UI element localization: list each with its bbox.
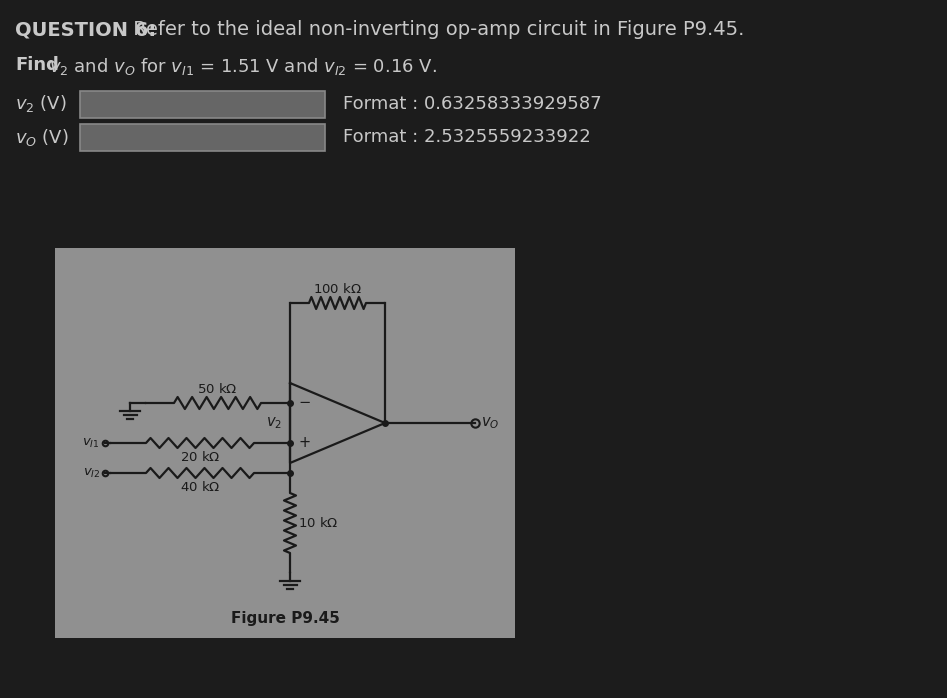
- Text: 10 k$\Omega$: 10 k$\Omega$: [298, 516, 338, 530]
- Text: Refer to the ideal non-inverting op-amp circuit in Figure P9.45.: Refer to the ideal non-inverting op-amp …: [127, 20, 744, 39]
- Text: 50 k$\Omega$: 50 k$\Omega$: [197, 382, 238, 396]
- Bar: [80, 91, 325, 117]
- Text: $v_O$ (V): $v_O$ (V): [15, 126, 68, 147]
- Text: $v_O$: $v_O$: [481, 415, 499, 431]
- Text: $v_2$ (V): $v_2$ (V): [15, 94, 66, 114]
- Text: Format : 0.63258333929587: Format : 0.63258333929587: [343, 95, 601, 113]
- Text: $v_2$ and $v_O$ for $v_{I1}$ = 1.51 V and $v_{I2}$ = 0.16 V.: $v_2$ and $v_O$ for $v_{I1}$ = 1.51 V an…: [49, 56, 437, 77]
- Text: 20 k$\Omega$: 20 k$\Omega$: [180, 450, 221, 464]
- Text: Format : 2.5325559233922: Format : 2.5325559233922: [343, 128, 591, 146]
- Bar: [55, 248, 515, 638]
- Text: Figure P9.45: Figure P9.45: [230, 611, 339, 626]
- Text: +: +: [298, 436, 310, 450]
- Text: $v_2$: $v_2$: [266, 415, 282, 431]
- Text: $v_{I2}$: $v_{I2}$: [82, 466, 100, 480]
- Text: $v_{I1}$: $v_{I1}$: [82, 436, 100, 450]
- Text: −: −: [298, 396, 311, 410]
- Text: 40 k$\Omega$: 40 k$\Omega$: [180, 480, 221, 494]
- Bar: [80, 124, 325, 151]
- Text: 100 k$\Omega$: 100 k$\Omega$: [313, 282, 362, 296]
- Text: QUESTION 6:: QUESTION 6:: [15, 20, 156, 39]
- Text: Find: Find: [15, 56, 59, 74]
